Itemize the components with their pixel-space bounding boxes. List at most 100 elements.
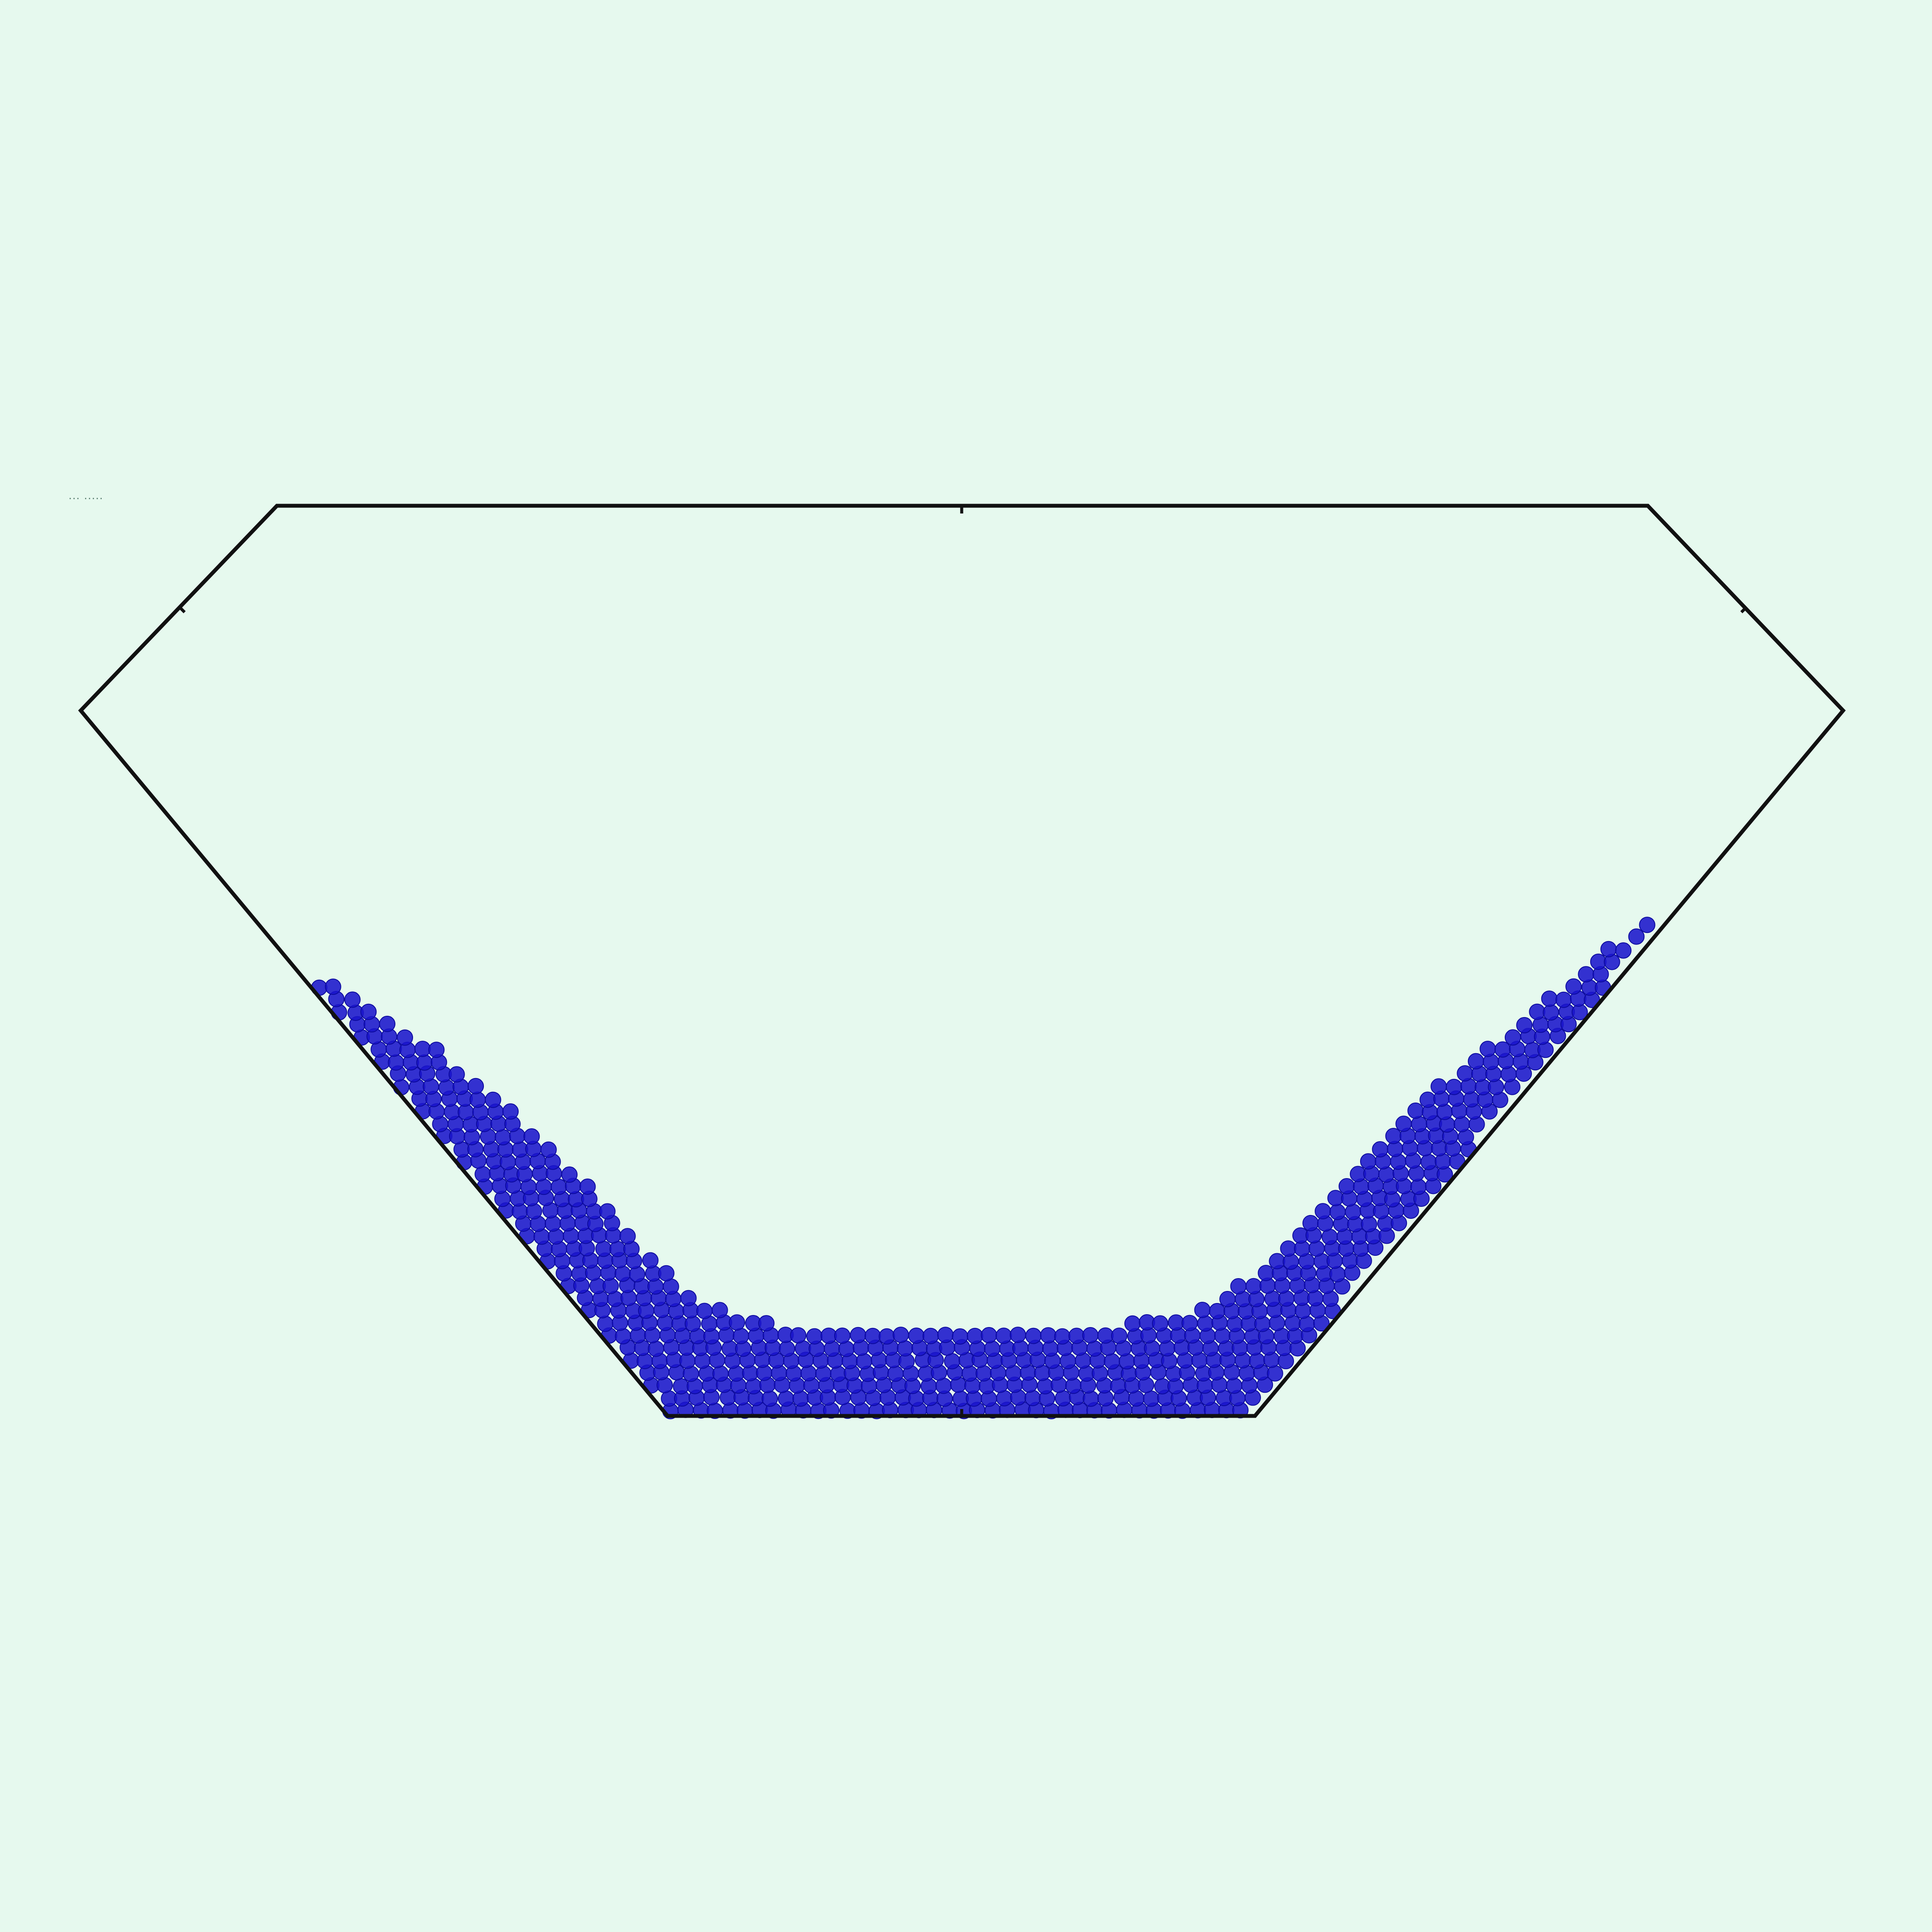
particle	[647, 1340, 664, 1357]
particle	[1226, 1377, 1242, 1394]
particle	[1543, 1004, 1559, 1021]
particle	[762, 1390, 778, 1407]
particle	[966, 1327, 983, 1344]
particle	[1082, 1390, 1099, 1407]
particle	[878, 1328, 895, 1345]
particle	[864, 1327, 881, 1344]
particle	[897, 1340, 914, 1357]
particle	[325, 978, 341, 995]
particle	[1249, 1352, 1265, 1369]
particle	[1267, 1365, 1283, 1382]
particle	[1110, 1378, 1127, 1394]
particle	[1097, 1327, 1114, 1344]
particle	[1495, 1041, 1511, 1058]
particle	[1457, 1065, 1473, 1082]
particle	[474, 1166, 491, 1182]
particle	[1446, 1078, 1462, 1095]
particle	[684, 1315, 701, 1332]
particle	[830, 1366, 847, 1382]
particle	[1529, 1003, 1546, 1020]
particle	[1385, 1128, 1402, 1144]
particle	[561, 1166, 578, 1183]
particle	[1479, 1041, 1496, 1057]
particle	[444, 1104, 460, 1120]
particle	[820, 1327, 837, 1344]
particle	[1197, 1315, 1214, 1332]
particle	[397, 1029, 413, 1046]
particle	[602, 1278, 619, 1294]
particle	[1419, 1091, 1436, 1108]
particle	[1209, 1303, 1225, 1319]
particle	[1280, 1240, 1297, 1257]
particle	[1315, 1203, 1331, 1220]
particle	[1431, 1078, 1447, 1095]
particle	[806, 1328, 823, 1345]
particle	[360, 1003, 377, 1020]
particle	[485, 1091, 501, 1108]
particle	[800, 1365, 817, 1382]
particle	[658, 1265, 674, 1282]
particle	[1615, 942, 1632, 959]
particle	[1037, 1378, 1054, 1394]
particle	[619, 1228, 636, 1245]
particle	[1245, 1278, 1262, 1294]
outline-ticks	[178, 506, 1748, 1416]
particle	[952, 1328, 969, 1345]
particle	[1345, 1203, 1361, 1220]
particle	[1329, 1266, 1346, 1282]
particle	[416, 1054, 433, 1071]
particle	[540, 1141, 557, 1158]
particle	[975, 1365, 992, 1382]
particle	[1395, 1115, 1412, 1132]
particle	[1082, 1327, 1099, 1343]
particle	[469, 1091, 486, 1108]
particle	[642, 1252, 659, 1269]
particle	[1182, 1315, 1198, 1331]
particle	[729, 1314, 745, 1331]
particle	[1269, 1253, 1285, 1270]
particle	[790, 1327, 807, 1344]
particle	[1068, 1327, 1085, 1344]
particle	[1516, 1017, 1533, 1033]
particle	[1214, 1327, 1231, 1344]
particle	[448, 1066, 465, 1083]
particle	[458, 1104, 474, 1121]
particle	[599, 1203, 616, 1220]
particle	[609, 1241, 626, 1258]
particle	[1327, 1190, 1344, 1206]
hopper-outline	[78, 504, 1846, 1418]
particle-pile	[311, 917, 1656, 1419]
particle	[1360, 1153, 1376, 1170]
particle	[468, 1078, 484, 1094]
particle	[1541, 990, 1558, 1007]
particle	[1407, 1103, 1424, 1119]
particle	[1025, 1327, 1042, 1344]
particle	[1219, 1291, 1236, 1307]
particle	[944, 1353, 960, 1370]
particle	[779, 1340, 796, 1357]
particle	[1258, 1265, 1274, 1282]
particle	[1111, 1327, 1127, 1344]
particle	[778, 1390, 794, 1407]
particle	[1009, 1327, 1026, 1343]
particle	[937, 1327, 954, 1343]
particle	[438, 1079, 455, 1096]
tick-upper-right	[1740, 606, 1748, 614]
particle	[1555, 991, 1572, 1008]
particle	[1453, 1116, 1470, 1133]
particle	[597, 1315, 614, 1332]
particle	[1565, 978, 1582, 995]
particle	[984, 1340, 1000, 1357]
particle	[680, 1290, 697, 1306]
particle	[981, 1327, 997, 1343]
particle	[1500, 1066, 1517, 1082]
particle	[856, 1353, 872, 1370]
particle	[1302, 1215, 1319, 1231]
particle	[1436, 1103, 1453, 1120]
particle	[1420, 1154, 1437, 1170]
particle	[1338, 1178, 1355, 1194]
particle	[711, 1302, 728, 1318]
particle	[1628, 928, 1645, 945]
particle	[1168, 1314, 1185, 1331]
